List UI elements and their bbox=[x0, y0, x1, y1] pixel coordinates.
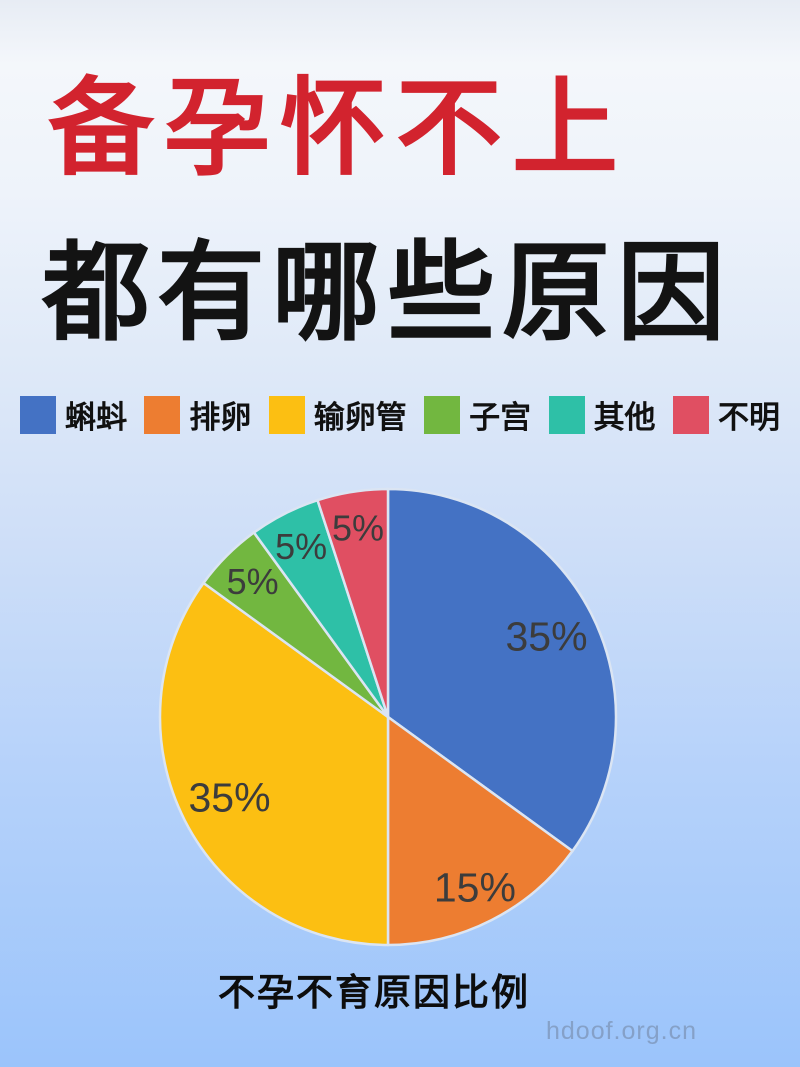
pie-slice-不明 bbox=[316, 487, 390, 719]
pie-slice-排卵 bbox=[386, 715, 574, 947]
legend-label: 输卵管 bbox=[313, 400, 407, 435]
slice-label-不明: 5% bbox=[332, 507, 384, 548]
slice-label-其他: 5% bbox=[275, 526, 327, 567]
legend-label: 子宫 bbox=[469, 400, 532, 435]
legend-swatch-icon bbox=[144, 395, 181, 434]
legend-label: 排卵 bbox=[189, 400, 252, 435]
legend-label: 蝌蚪 bbox=[65, 400, 127, 435]
legend-item-不明: 不明 bbox=[672, 392, 780, 437]
legend-swatch-icon bbox=[268, 395, 305, 434]
legend-swatch-icon bbox=[548, 395, 585, 434]
pie-chart: 35%15%35%5%5% 5% bbox=[158, 487, 618, 947]
legend-item-其他: 其他 bbox=[548, 392, 656, 437]
legend-swatch-icon bbox=[424, 395, 461, 434]
legend-item-蝌蚪: 蝌蚪 bbox=[20, 392, 127, 437]
legend-label: 其他 bbox=[593, 400, 656, 435]
legend-swatch-icon bbox=[672, 395, 709, 434]
pie-slice-蝌蚪 bbox=[386, 487, 618, 853]
legend-swatch-icon bbox=[20, 395, 56, 434]
main-title-line2: 都有哪些原因 bbox=[42, 232, 733, 353]
slice-label-排卵: 15% bbox=[434, 865, 516, 911]
legend-label: 不明 bbox=[717, 400, 780, 435]
chart-title: 不孕不育原因比例 bbox=[218, 972, 530, 1013]
legend-item-排卵: 排卵 bbox=[144, 392, 251, 437]
legend-item-输卵管: 输卵管 bbox=[268, 392, 407, 437]
pie-slice-输卵管 bbox=[158, 581, 390, 947]
main-title-line1: 备孕怀不上 bbox=[48, 70, 628, 188]
slice-label-蝌蚪: 35% bbox=[505, 613, 587, 659]
watermark: hdoof.org.cn bbox=[546, 1017, 697, 1045]
legend-item-子宫: 子宫 bbox=[424, 392, 531, 437]
slice-label-输卵管: 35% bbox=[188, 775, 270, 821]
chart-legend: 蝌蚪 排卵 输卵管 子宫 其他 不明 bbox=[0, 392, 800, 437]
slice-label-子宫: 5% bbox=[227, 561, 279, 602]
